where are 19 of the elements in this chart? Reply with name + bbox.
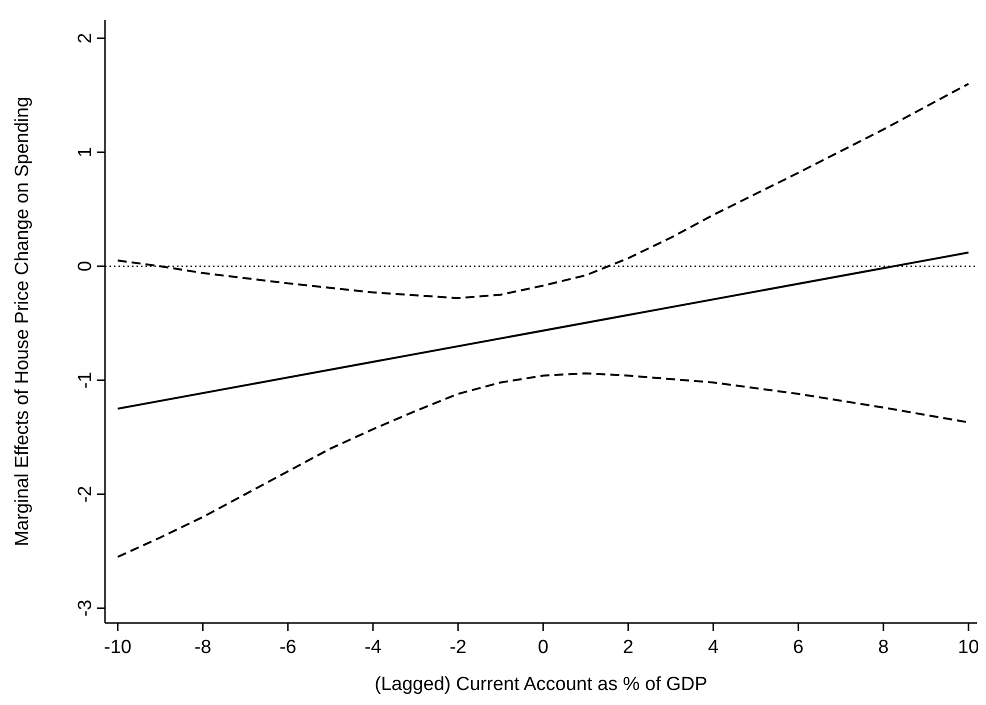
x-tick-label: -10 [104, 637, 132, 658]
x-tick-label: 8 [878, 637, 889, 658]
x-tick-label: 6 [793, 637, 804, 658]
y-axis-title: Marginal Effects of House Price Change on Spending [12, 96, 33, 546]
x-tick-label: -8 [194, 637, 212, 658]
x-axis-title: (Lagged) Current Account as % of GDP [374, 674, 708, 695]
y-tick-label: 1 [75, 146, 96, 158]
x-tick-label: 4 [708, 637, 719, 658]
x-tick-label: -4 [364, 637, 382, 658]
x-tick-label: -6 [279, 637, 296, 658]
x-tick-label: 10 [958, 637, 980, 658]
y-tick-label: -1 [75, 372, 96, 389]
x-tick-label: 2 [622, 637, 634, 658]
y-tick-label: -3 [75, 600, 96, 617]
x-tick-label: -2 [450, 637, 467, 658]
y-tick-label: 2 [75, 32, 96, 44]
y-tick-label: -2 [75, 486, 96, 503]
x-tick-label: 0 [538, 637, 548, 658]
y-tick-label: 0 [75, 260, 96, 272]
